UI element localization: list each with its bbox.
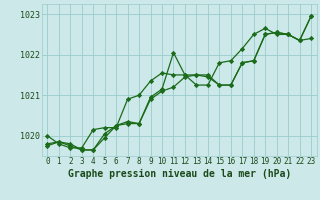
- X-axis label: Graphe pression niveau de la mer (hPa): Graphe pression niveau de la mer (hPa): [68, 169, 291, 179]
